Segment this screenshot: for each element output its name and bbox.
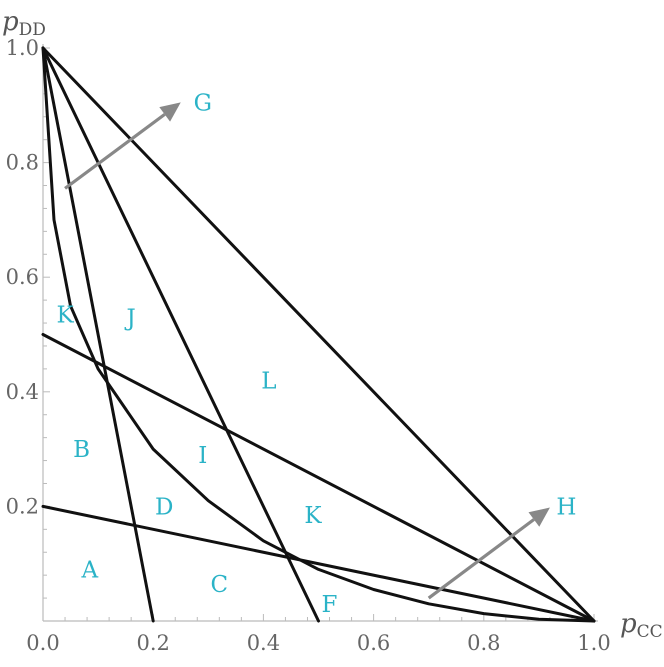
x-axis-title: pCC bbox=[620, 609, 663, 642]
x-axis-title-sub: CC bbox=[637, 622, 663, 642]
boundary-line bbox=[41, 333, 596, 623]
arrow-head bbox=[528, 507, 550, 527]
region-label-k: K bbox=[56, 302, 74, 328]
arrow-head bbox=[159, 102, 181, 122]
region-label-k: K bbox=[304, 503, 322, 529]
region-label-c: C bbox=[211, 572, 229, 598]
region-label-i: I bbox=[198, 443, 207, 469]
boundary-line bbox=[41, 46, 320, 623]
region-label-h: H bbox=[556, 494, 576, 520]
arrow-shaft bbox=[64, 113, 166, 190]
region-label-j: J bbox=[125, 305, 136, 331]
y-tick-label: 0.4 bbox=[6, 380, 39, 404]
x-tick-label: 0.0 bbox=[26, 631, 59, 655]
x-tick-label: 0.6 bbox=[357, 631, 390, 655]
region-label-d: D bbox=[155, 494, 173, 520]
y-axis-title: pDD bbox=[2, 7, 46, 40]
direction-arrows bbox=[64, 102, 550, 600]
boundary-lines bbox=[41, 46, 596, 623]
boundary-line bbox=[41, 46, 596, 623]
x-tick-label: 0.8 bbox=[467, 631, 500, 655]
region-labels: A B C D F G H I J K K L bbox=[56, 90, 576, 617]
region-label-a: A bbox=[81, 557, 99, 583]
x-axis-title-main: p bbox=[620, 609, 637, 639]
region-label-b: B bbox=[73, 437, 90, 463]
region-label-l: L bbox=[261, 368, 276, 394]
region-label-g: G bbox=[194, 90, 212, 116]
y-tick-label: 1.0 bbox=[6, 36, 39, 60]
x-tick-label: 0.2 bbox=[136, 631, 169, 655]
tick-labels: 0.0 0.2 0.4 0.6 0.8 1.0 0.2 0.4 0.6 0.8 1.0 bbox=[6, 36, 611, 655]
boundary-curves bbox=[41, 46, 596, 623]
region-label-f: F bbox=[322, 592, 338, 618]
axis-titles: pDD pCC bbox=[2, 7, 663, 642]
y-tick-label: 0.8 bbox=[6, 151, 39, 175]
y-axis-title-sub: DD bbox=[19, 20, 46, 40]
x-tick-label: 0.4 bbox=[247, 631, 280, 655]
y-tick-label: 0.6 bbox=[6, 265, 39, 289]
x-tick-label: 1.0 bbox=[577, 631, 610, 655]
y-tick-label: 0.2 bbox=[6, 494, 39, 518]
boundary-line bbox=[41, 46, 155, 623]
boundary-curve bbox=[41, 46, 596, 623]
arrow-shaft bbox=[427, 518, 535, 600]
y-axis-title-main: p bbox=[2, 7, 19, 37]
